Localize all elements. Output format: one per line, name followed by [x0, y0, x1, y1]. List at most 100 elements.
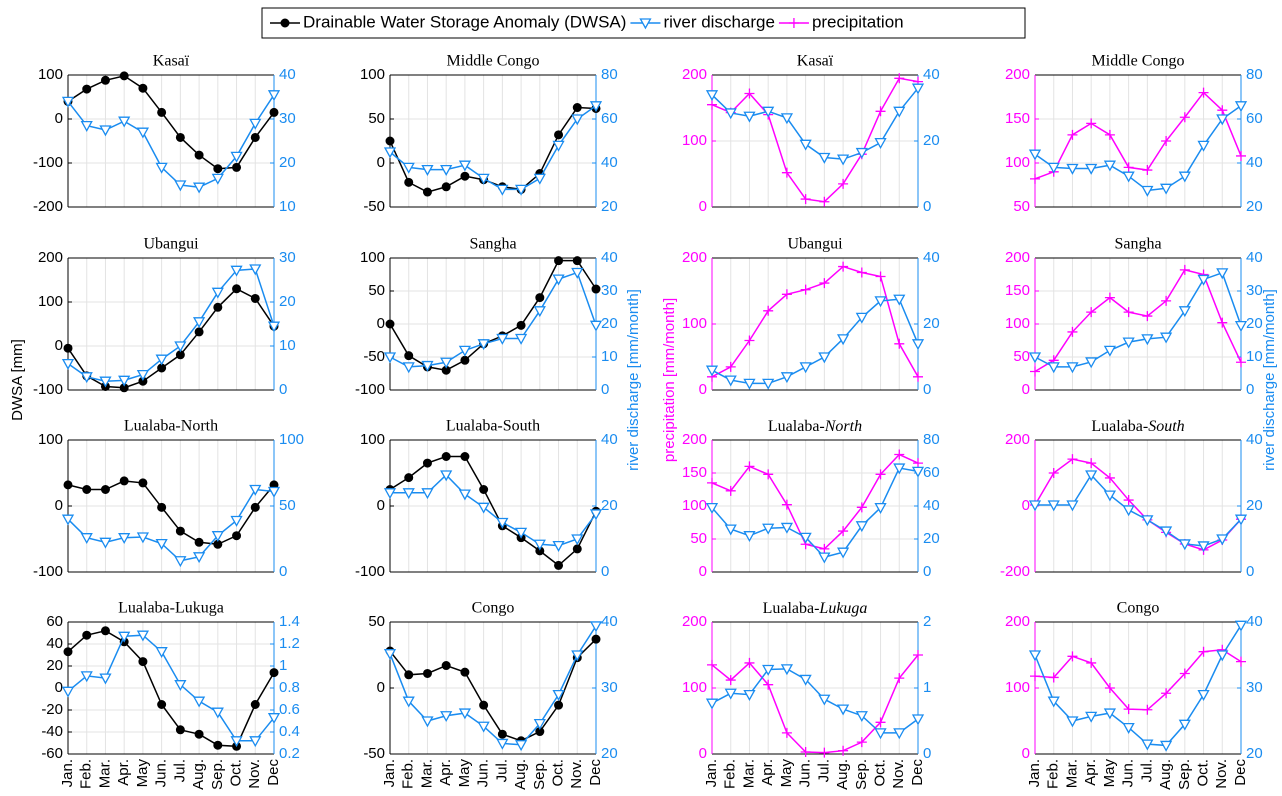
- marker: [61, 358, 75, 370]
- marker: [911, 83, 925, 95]
- x-tick-label: Jul.: [1138, 759, 1155, 782]
- x-tick-label: Feb.: [400, 759, 417, 789]
- marker: [781, 289, 792, 300]
- title-part: Lualaba-: [763, 600, 820, 617]
- y-tick-label: -100: [355, 563, 385, 580]
- y-tick-label: 0: [699, 198, 707, 215]
- y-tick-label: 0: [1022, 745, 1030, 762]
- x-tick-label: Jun.: [797, 759, 814, 787]
- marker: [554, 256, 564, 266]
- marker: [744, 461, 755, 472]
- marker: [799, 674, 812, 686]
- marker: [422, 187, 432, 197]
- marker: [1236, 656, 1246, 667]
- marker: [250, 700, 260, 709]
- y-tick-label: 0: [55, 497, 63, 514]
- marker: [707, 477, 717, 488]
- marker: [155, 354, 168, 366]
- marker: [1198, 87, 1209, 98]
- marker: [1141, 739, 1154, 751]
- marker: [404, 177, 414, 187]
- marker: [138, 478, 148, 488]
- y2-tick-label: 0: [601, 563, 609, 580]
- marker: [404, 473, 414, 483]
- y2-tick-label: 10: [601, 348, 618, 365]
- y-axis-label: precipitation [mm/month]: [661, 298, 678, 462]
- marker: [1028, 650, 1042, 662]
- marker: [1104, 129, 1115, 140]
- series-line: [711, 453, 919, 550]
- marker: [1197, 689, 1210, 701]
- y-tick-label: 0: [1022, 381, 1030, 398]
- y-axis-label: DWSA [mm]: [9, 339, 26, 421]
- marker: [136, 369, 150, 381]
- marker: [63, 480, 73, 490]
- marker: [1028, 352, 1042, 364]
- y-tick-label: 50: [368, 110, 385, 127]
- marker: [460, 667, 470, 677]
- marker: [1216, 650, 1229, 662]
- marker: [269, 668, 279, 678]
- marker: [589, 101, 603, 113]
- marker: [80, 533, 93, 545]
- marker: [138, 657, 148, 667]
- marker: [249, 736, 262, 748]
- marker: [724, 375, 737, 387]
- marker: [61, 96, 75, 108]
- marker: [385, 319, 395, 329]
- y-tick-label: 0: [699, 745, 707, 762]
- marker: [800, 284, 811, 295]
- x-tick-label: Mar.: [1063, 759, 1080, 788]
- marker: [552, 689, 565, 701]
- marker: [192, 317, 206, 329]
- marker: [1047, 500, 1060, 512]
- y2-tick-label: 40: [1246, 154, 1263, 171]
- marker: [1104, 292, 1115, 303]
- marker: [725, 485, 736, 496]
- marker: [799, 532, 812, 544]
- y-tick-label: 50: [1013, 348, 1030, 365]
- marker: [421, 164, 434, 176]
- marker: [119, 71, 129, 81]
- x-tick-label: Apr.: [1082, 759, 1099, 786]
- marker: [571, 534, 584, 546]
- marker: [80, 372, 93, 384]
- marker: [80, 120, 93, 132]
- marker: [100, 485, 110, 494]
- panel-title: Lualaba-North: [124, 418, 218, 435]
- y-tick-label: 50: [368, 613, 385, 630]
- marker: [514, 740, 528, 752]
- series-line: [67, 268, 275, 382]
- x-tick-label: Jan.: [1026, 759, 1043, 787]
- marker: [232, 531, 242, 541]
- marker: [725, 675, 736, 686]
- y-tick-label: -100: [33, 381, 63, 398]
- marker: [136, 532, 150, 544]
- marker: [799, 362, 812, 374]
- marker: [383, 649, 397, 661]
- marker: [267, 486, 281, 498]
- y-tick-label: 0: [377, 497, 385, 514]
- y-tick-label: 60: [46, 613, 63, 630]
- x-tick-label: Aug.: [1157, 759, 1174, 790]
- panel-title: Lualaba-South: [1091, 418, 1184, 435]
- marker: [440, 711, 453, 723]
- marker: [1159, 526, 1173, 538]
- marker: [1086, 458, 1097, 469]
- marker: [836, 547, 850, 559]
- marker: [1178, 719, 1191, 731]
- marker: [836, 704, 850, 716]
- marker: [458, 708, 472, 720]
- panel-title: Sangha: [469, 236, 516, 253]
- marker: [441, 452, 451, 461]
- marker: [762, 664, 775, 676]
- x-tick-label: Feb.: [722, 759, 739, 789]
- marker: [99, 125, 112, 137]
- marker: [571, 650, 584, 662]
- marker: [838, 745, 849, 756]
- marker: [1122, 505, 1135, 517]
- marker: [762, 378, 775, 390]
- y2-tick-label: 0: [1246, 563, 1254, 580]
- marker: [1217, 317, 1228, 328]
